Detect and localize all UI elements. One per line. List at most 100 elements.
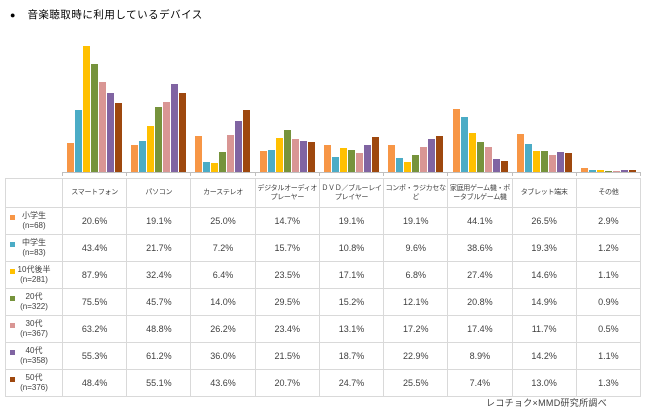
bar-group [126, 29, 190, 172]
chart-bar [267, 150, 275, 172]
value-cell: 14.0% [190, 288, 256, 316]
chart-bar [235, 121, 243, 172]
chart-bar [355, 153, 363, 172]
value-cell: 43.6% [190, 369, 256, 397]
value-cell: 24.7% [318, 369, 385, 397]
value-cell: 10.8% [318, 234, 385, 262]
table-row: 中学生 (n=83) 43.4% 21.7% 7.2% 15.7% 10.8% 9.6% 38.… [5, 234, 642, 262]
series-sample-size: (n=68) [22, 221, 46, 230]
chart-bar [211, 163, 219, 172]
table-row: 20代 (n=322) 75.5% 45.7% 14.0% 29.5% 15.2% 12.1%… [5, 288, 642, 316]
chart-bar [74, 110, 82, 172]
chart-bar [291, 139, 299, 172]
row-label: 30代 (n=367) [5, 315, 63, 343]
value-cell: 14.6% [511, 261, 577, 289]
value-cell: 23.4% [254, 315, 320, 343]
chart-bar [564, 153, 572, 172]
value-cell: 27.4% [447, 261, 513, 289]
series-name: 中学生 [22, 238, 46, 247]
series-name: 10代後半 [17, 265, 51, 274]
value-cell: 75.5% [61, 288, 128, 316]
series-name: 20代 [25, 292, 43, 301]
bar-group [577, 29, 641, 172]
series-name: 40代 [25, 346, 43, 355]
value-cell: 36.0% [190, 342, 256, 370]
bar-group [512, 29, 576, 172]
table-row: 小学生 (n=68) 20.6% 19.1% 25.0% 14.7% 19.1% 19.1% 4… [5, 207, 642, 235]
chart-bar [138, 141, 146, 172]
chart-bar [396, 158, 404, 172]
axis-tick [320, 173, 385, 176]
table-header-row: スマートフォン パソコン カーステレオ デジタルオーディオプレーヤー ＤＶＤ／ブルーレイ… [5, 178, 642, 208]
value-cell: 13.0% [511, 369, 577, 397]
value-cell: 1.3% [575, 369, 642, 397]
value-cell: 14.9% [511, 288, 577, 316]
chart-bar [195, 136, 203, 172]
chart-bar [388, 145, 396, 172]
value-cell: 2.9% [575, 207, 642, 235]
chart-bar [90, 64, 98, 172]
axis-tick [513, 173, 577, 176]
value-cell: 17.4% [447, 315, 513, 343]
chart-bar [597, 170, 605, 172]
chart-bar [162, 102, 170, 172]
value-cell: 20.8% [447, 288, 513, 316]
column-header: パソコン [126, 178, 192, 208]
bar-group [255, 29, 319, 172]
chart-bar [106, 93, 114, 172]
chart-title-row: ● 音楽聴取時に利用しているデバイス [10, 7, 203, 22]
value-cell: 12.1% [383, 288, 449, 316]
value-cell: 43.4% [61, 234, 128, 262]
series-name: 30代 [25, 319, 43, 328]
chart-bar [130, 145, 138, 172]
chart-bar [243, 110, 251, 172]
source-credit: レコチョク×MMD研究所調べ [486, 398, 607, 408]
value-cell: 1.2% [575, 234, 642, 262]
chart-bar [581, 168, 589, 172]
data-table: スマートフォン パソコン カーステレオ デジタルオーディオプレーヤー ＤＶＤ／ブルーレイ… [5, 178, 642, 397]
value-cell: 55.1% [126, 369, 192, 397]
value-cell: 23.5% [254, 261, 320, 289]
value-cell: 6.4% [190, 261, 256, 289]
column-header: デジタルオーディオプレーヤー [254, 178, 320, 208]
chart-bar [500, 161, 508, 172]
value-cell: 19.1% [318, 207, 385, 235]
table-body: 小学生 (n=68) 20.6% 19.1% 25.0% 14.7% 19.1% 19.1% 4… [5, 207, 642, 397]
value-cell: 21.7% [126, 234, 192, 262]
value-cell: 14.2% [511, 342, 577, 370]
chart-bar [436, 136, 444, 172]
legend-swatch [10, 215, 15, 220]
bar-group [448, 29, 512, 172]
value-cell: 44.1% [447, 207, 513, 235]
value-cell: 19.1% [383, 207, 449, 235]
chart-bar [227, 135, 235, 172]
value-cell: 8.9% [447, 342, 513, 370]
bar-group [319, 29, 383, 172]
chart-bar [307, 142, 315, 172]
value-cell: 55.3% [61, 342, 128, 370]
column-header: カーステレオ [190, 178, 256, 208]
row-label: 40代 (n=358) [5, 342, 63, 370]
chart-bar [219, 152, 227, 172]
value-cell: 26.5% [511, 207, 577, 235]
chart-bar [548, 155, 556, 172]
chart-bar [371, 137, 379, 172]
series-name: 小学生 [22, 211, 46, 220]
row-label: 10代後半 (n=281) [5, 261, 63, 289]
chart-bar [589, 170, 597, 172]
chart-bar [460, 117, 468, 172]
value-cell: 26.2% [190, 315, 256, 343]
value-cell: 9.6% [383, 234, 449, 262]
chart-bar [347, 150, 355, 172]
chart-bar [331, 157, 339, 172]
row-label: 50代 (n=376) [5, 369, 63, 397]
value-cell: 63.2% [61, 315, 128, 343]
corner-cell [5, 178, 63, 208]
value-cell: 7.2% [190, 234, 256, 262]
chart-bar [412, 155, 420, 172]
chart-bar [613, 171, 621, 172]
chart-bar [468, 133, 476, 172]
chart-bar [170, 84, 178, 172]
legend-swatch [10, 269, 15, 274]
table-row: 40代 (n=358) 55.3% 61.2% 36.0% 21.5% 18.7% 22.9%… [5, 342, 642, 370]
